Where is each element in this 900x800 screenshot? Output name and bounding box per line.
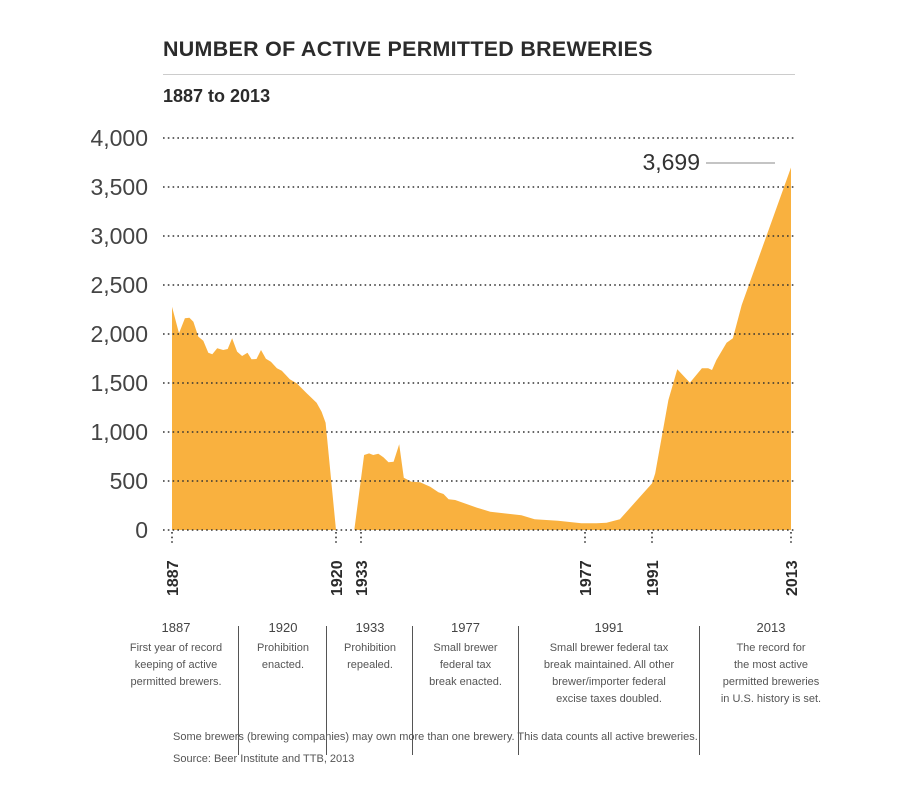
y-tick-label: 3,000: [90, 223, 148, 249]
annotation-2013: 2013 The record for the most active perm…: [705, 619, 837, 708]
annotation-line: break maintained. All other: [543, 659, 675, 671]
annotation-line: excise taxes doubled.: [556, 693, 662, 705]
annotation-line: enacted.: [261, 659, 305, 671]
annotation-divider: [238, 626, 239, 755]
x-tick-label: 1977: [578, 560, 595, 596]
y-tick-label: 0: [135, 517, 148, 543]
annotation-line: First year of record: [129, 642, 223, 654]
annotation-line: Small brewer: [433, 642, 498, 654]
x-tick-label: 2013: [784, 560, 801, 596]
annotation-line: permitted brewers.: [130, 676, 222, 688]
y-tick-label: 4,000: [90, 125, 148, 151]
annotation-line: in U.S. history is set.: [720, 693, 822, 705]
x-tick-label: 1920: [329, 560, 346, 596]
annotation-line: Prohibition: [257, 642, 309, 654]
area-chart: 0 500 1,000 1,500 2,000 2,500 3,000 3,500 4,000 1…: [90, 125, 801, 596]
y-tick-label: 2,500: [90, 272, 148, 298]
title-divider: [163, 74, 795, 75]
annotation-divider: [518, 626, 519, 755]
annotation-year: 1977: [451, 620, 480, 635]
footnote: Some brewers (brewing companies) may own…: [173, 731, 698, 743]
y-tick-label: 1,000: [90, 419, 148, 445]
annotation-line: permitted breweries: [722, 676, 820, 688]
annotation-year: 1991: [594, 620, 624, 635]
source-note: Source: Beer Institute and TTB, 2013: [173, 753, 355, 765]
annotation-line: brewer/importer federal: [552, 676, 666, 688]
x-tick-label: 1887: [165, 560, 182, 596]
annotation-1920: 1920 Prohibition enacted.: [240, 619, 326, 674]
chart-title: NUMBER OF ACTIVE PERMITTED BREWERIES: [163, 38, 653, 61]
annotation-line: federal tax: [439, 659, 492, 671]
annotation-year: 2013: [756, 620, 786, 635]
annotation-line: The record for: [736, 642, 806, 654]
y-tick-label: 500: [110, 468, 148, 494]
annotation-year: 1920: [268, 620, 298, 635]
x-tick-label: 1933: [354, 560, 371, 596]
chart-subtitle: 1887 to 2013: [163, 86, 271, 106]
annotation-1887: 1887 First year of record keeping of act…: [110, 619, 242, 691]
y-tick-label: 2,000: [90, 321, 148, 347]
annotation-1977: 1977 Small brewer federal tax break enac…: [413, 619, 518, 691]
annotation-line: the most active: [734, 659, 808, 671]
annotation-line: Small brewer federal tax: [549, 642, 669, 654]
annotation-line: repealed.: [347, 659, 393, 671]
y-tick-label: 1,500: [90, 370, 148, 396]
annotation-1991: 1991 Small brewer federal tax break main…: [519, 619, 699, 708]
area-series: [172, 167, 791, 530]
annotation-year: 1933: [355, 620, 385, 635]
annotation-line: keeping of active: [134, 659, 218, 671]
annotation-1933: 1933 Prohibition repealed.: [327, 619, 413, 674]
y-tick-label: 3,500: [90, 174, 148, 200]
annotation-year: 1887: [161, 620, 191, 635]
x-tick-label: 1991: [645, 560, 662, 596]
annotation-divider: [326, 626, 327, 755]
annotation-divider: [699, 626, 700, 755]
annotation-line: Prohibition: [344, 642, 396, 654]
value-callout-label: 3,699: [642, 149, 700, 175]
annotation-divider: [412, 626, 413, 755]
annotation-line: break enacted.: [429, 676, 502, 688]
